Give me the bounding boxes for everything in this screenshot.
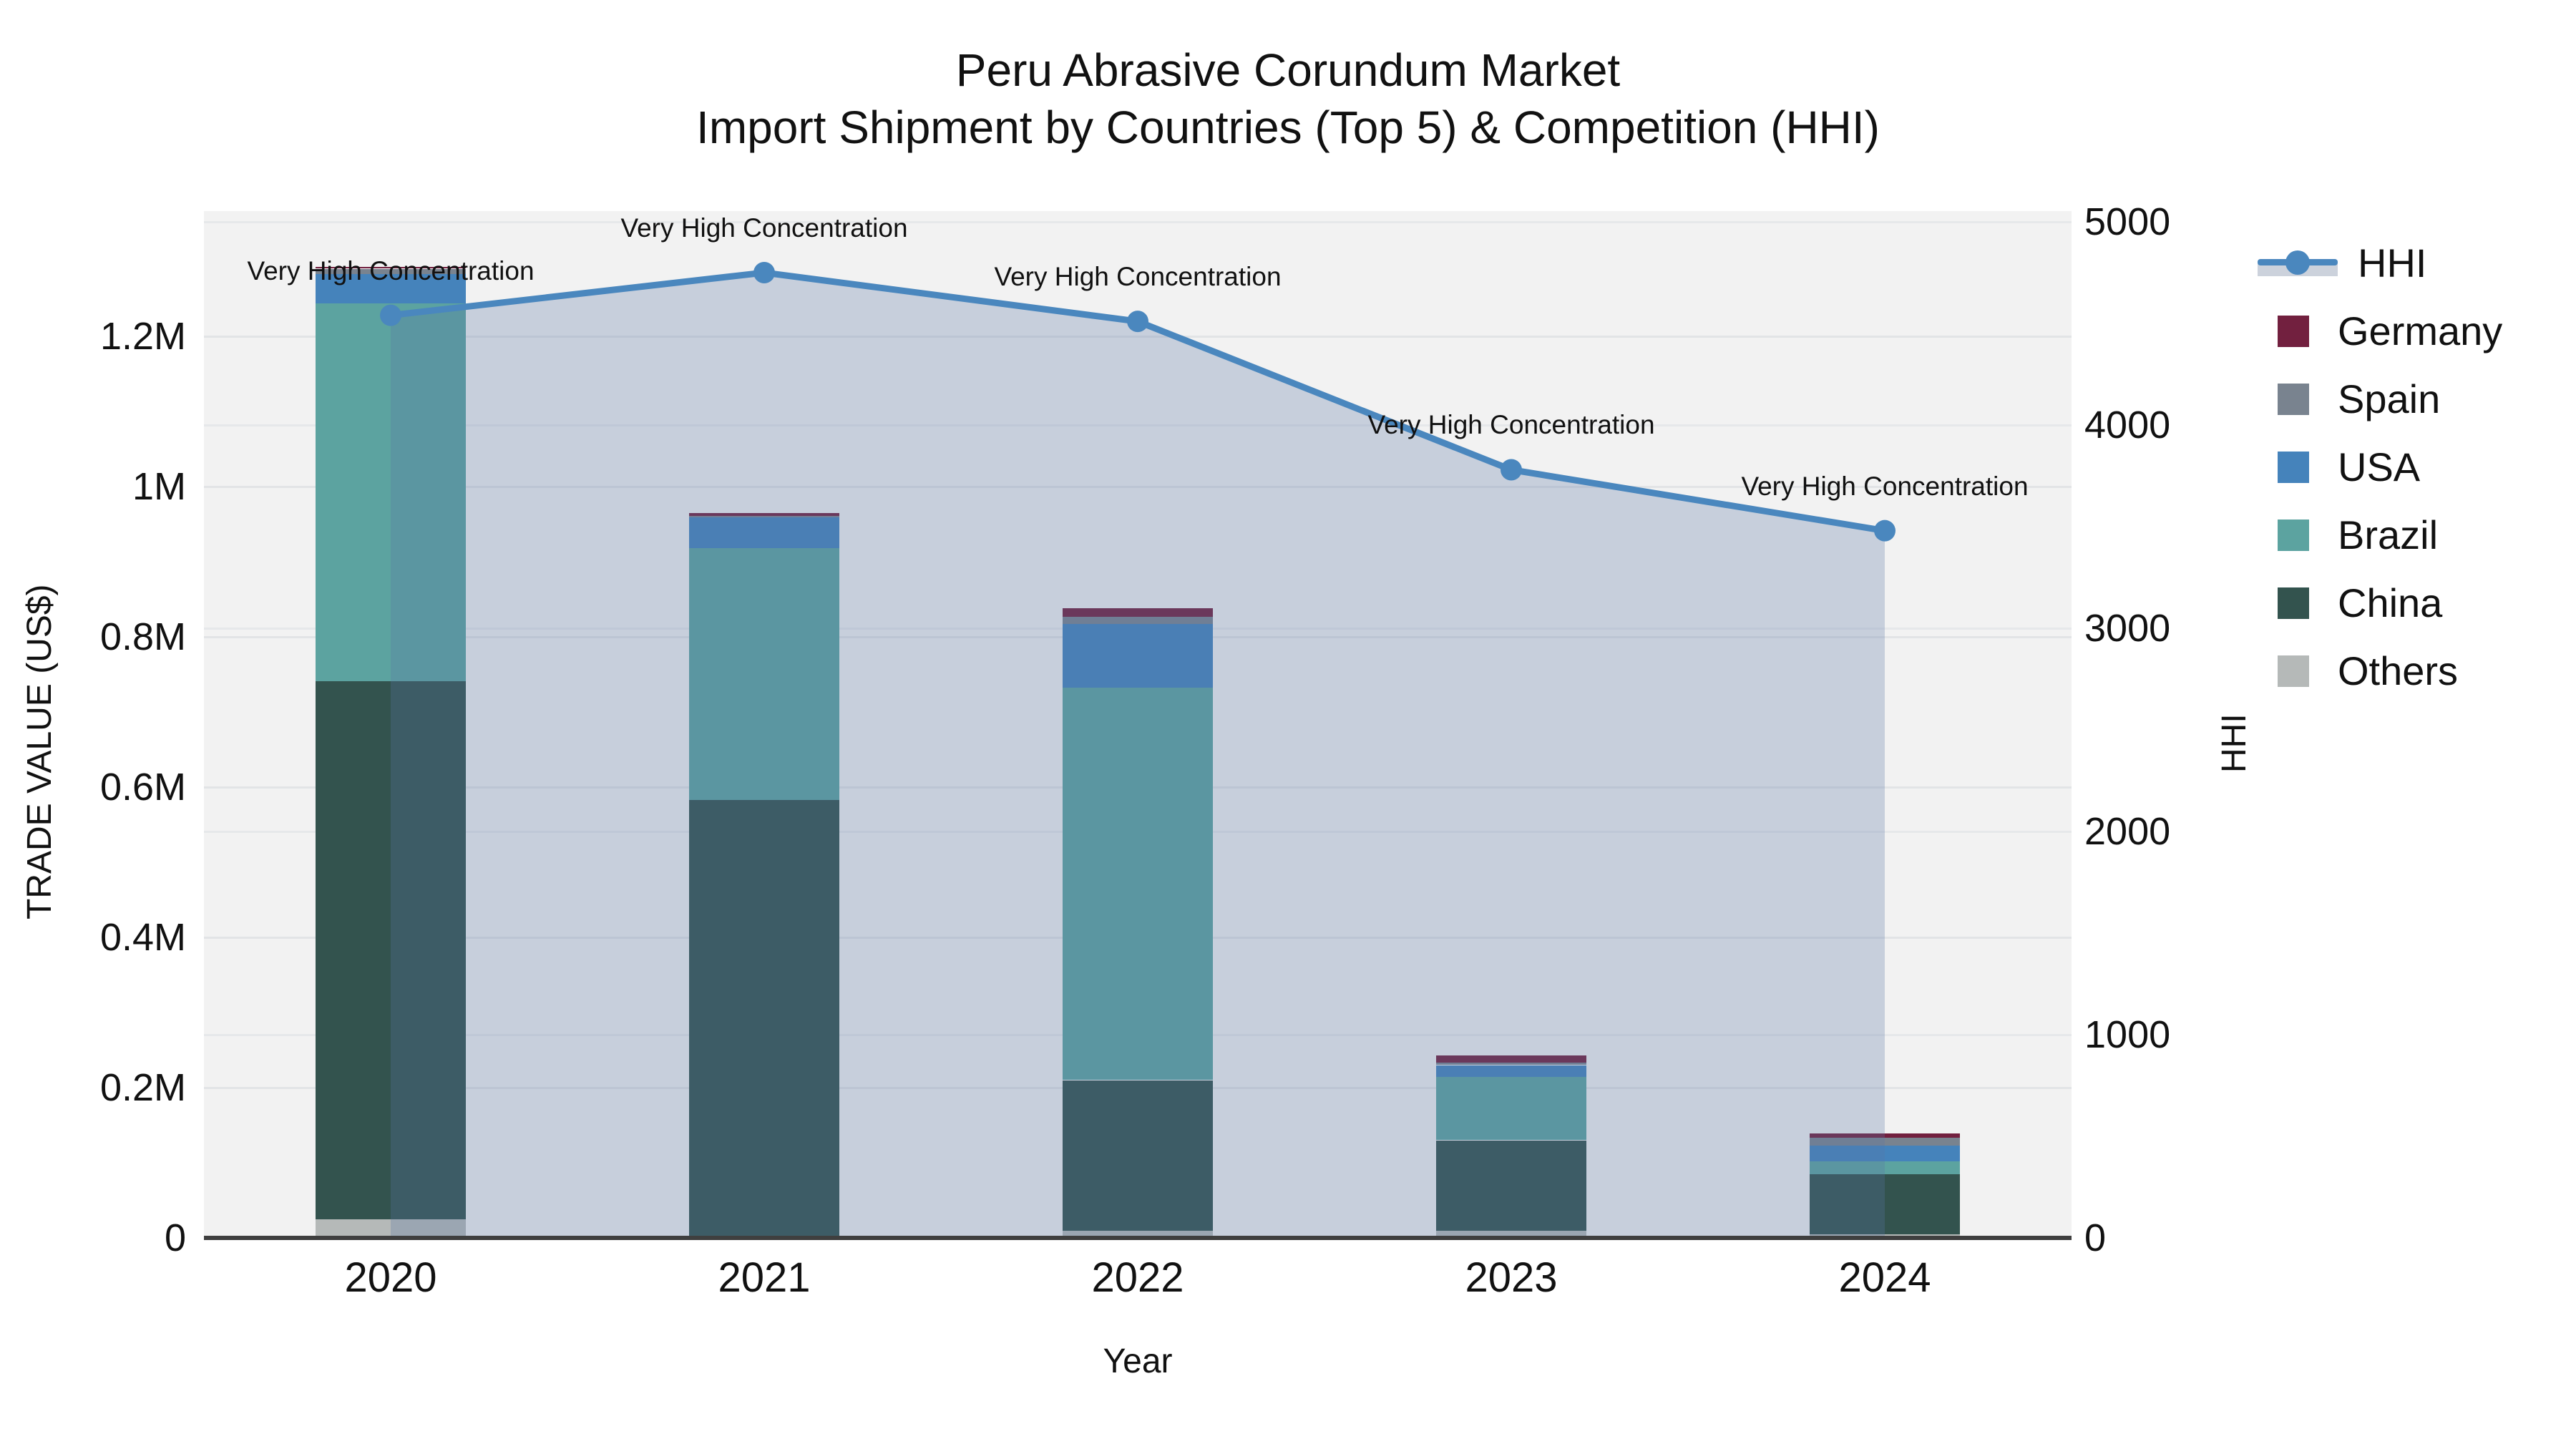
bar-2021-usa[interactable] — [689, 517, 839, 549]
legend-label-hhi: HHI — [2358, 240, 2427, 286]
legend-swatch-china — [2278, 587, 2309, 619]
right-tick-1000: 1000 — [2084, 1013, 2171, 1056]
bar-2022-others[interactable] — [1063, 1230, 1213, 1238]
legend-swatch-spain — [2278, 383, 2309, 415]
legend-item-spain[interactable]: Spain — [2258, 365, 2502, 433]
bar-2020-others[interactable] — [316, 1219, 466, 1238]
left-tick-1.2M: 1.2M — [99, 315, 186, 358]
bar-2023-usa[interactable] — [1436, 1065, 1586, 1078]
right-gridline-4000 — [204, 424, 2072, 426]
legend-item-hhi[interactable]: HHI — [2258, 229, 2502, 297]
bar-2022-germany[interactable] — [1063, 608, 1213, 617]
legend-item-brazil[interactable]: Brazil — [2258, 501, 2502, 569]
x-axis-title: Year — [1103, 1342, 1173, 1380]
right-tick-0: 0 — [2084, 1216, 2107, 1259]
x-tick-2023: 2023 — [1465, 1254, 1558, 1301]
right-tick-4000: 4000 — [2084, 404, 2171, 447]
bar-2021-spain[interactable] — [689, 515, 839, 518]
left-tick-0.2M: 0.2M — [99, 1066, 186, 1109]
bar-2022-china[interactable] — [1063, 1080, 1213, 1231]
bar-2023-spain[interactable] — [1436, 1063, 1586, 1065]
bar-2020-germany[interactable] — [316, 267, 466, 269]
legend-label-brazil: Brazil — [2338, 512, 2439, 557]
legend-swatch-germany — [2278, 315, 2309, 347]
annotation-2022: Very High Concentration — [994, 262, 1282, 292]
left-tick-0.4M: 0.4M — [99, 916, 186, 959]
annotation-2020: Very High Concentration — [247, 255, 535, 286]
legend: HHI Germany Spain USA Brazil China Others — [2258, 229, 2502, 705]
bar-2022-spain[interactable] — [1063, 616, 1213, 625]
legend-swatch-others — [2278, 655, 2309, 687]
left-tick-1M: 1M — [132, 465, 186, 508]
legend-label-germany: Germany — [2338, 308, 2503, 353]
left-tick-0: 0 — [164, 1216, 186, 1259]
legend-label-china: China — [2338, 580, 2443, 625]
left-tick-0.8M: 0.8M — [99, 615, 186, 658]
legend-label-others: Others — [2338, 648, 2459, 693]
legend-label-usa: USA — [2338, 444, 2421, 489]
bar-2023-germany[interactable] — [1436, 1055, 1586, 1063]
bar-2023-brazil[interactable] — [1436, 1077, 1586, 1141]
bar-2023-others[interactable] — [1436, 1230, 1586, 1238]
legend-swatch-brazil — [2278, 519, 2309, 551]
right-tick-5000: 5000 — [2084, 200, 2171, 243]
x-axis-line — [204, 1236, 2072, 1240]
chart-subtitle: Import Shipment by Countries (Top 5) & C… — [696, 102, 1880, 153]
bar-2020-china[interactable] — [316, 680, 466, 1219]
bar-2024-usa[interactable] — [1810, 1145, 1960, 1161]
bar-2024-china[interactable] — [1810, 1174, 1960, 1234]
bar-2024-brazil[interactable] — [1810, 1161, 1960, 1174]
bar-2023-china[interactable] — [1436, 1140, 1586, 1231]
right-axis-title: HHI — [2215, 713, 2253, 773]
bar-2022-brazil[interactable] — [1063, 688, 1213, 1080]
legend-item-others[interactable]: Others — [2258, 637, 2502, 705]
chart-title: Peru Abrasive Corundum Market — [955, 44, 1621, 96]
hhi-line-swatch — [2258, 248, 2338, 279]
left-gridline-1.2M — [204, 336, 2072, 338]
bar-2021-brazil[interactable] — [689, 548, 839, 800]
bar-2020-brazil[interactable] — [316, 303, 466, 681]
x-tick-2020: 2020 — [344, 1254, 437, 1301]
legend-item-germany[interactable]: Germany — [2258, 297, 2502, 365]
hhi-dot-swatch — [2285, 250, 2310, 275]
legend-item-usa[interactable]: USA — [2258, 433, 2502, 501]
annotation-2023: Very High Concentration — [1367, 410, 1655, 440]
bar-2021-germany[interactable] — [689, 512, 839, 516]
bar-2022-usa[interactable] — [1063, 624, 1213, 688]
right-tick-3000: 3000 — [2084, 607, 2171, 650]
bar-2021-china[interactable] — [689, 799, 839, 1236]
right-tick-2000: 2000 — [2084, 810, 2171, 853]
annotation-2024: Very High Concentration — [1741, 471, 2029, 501]
bar-2024-germany[interactable] — [1810, 1133, 1960, 1138]
x-tick-2021: 2021 — [718, 1254, 811, 1301]
legend-item-china[interactable]: China — [2258, 569, 2502, 637]
annotation-2021: Very High Concentration — [620, 213, 908, 243]
title-block: Peru Abrasive Corundum Market Import Shi… — [0, 42, 2576, 156]
right-gridline-5000 — [204, 221, 2072, 223]
x-tick-2022: 2022 — [1091, 1254, 1184, 1301]
left-tick-0.6M: 0.6M — [99, 766, 186, 809]
left-axis-title: TRADE VALUE (US$) — [21, 584, 59, 919]
bar-2024-spain[interactable] — [1810, 1138, 1960, 1146]
legend-swatch-usa — [2278, 451, 2309, 483]
x-tick-2024: 2024 — [1838, 1254, 1931, 1301]
legend-label-spain: Spain — [2338, 376, 2441, 421]
